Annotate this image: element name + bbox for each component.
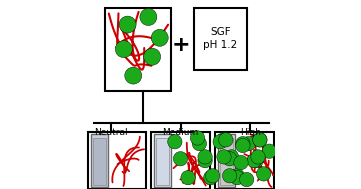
Circle shape (236, 136, 250, 151)
Circle shape (198, 153, 212, 168)
Circle shape (236, 138, 250, 153)
Circle shape (192, 136, 206, 151)
Circle shape (224, 150, 239, 164)
Circle shape (173, 152, 188, 166)
Circle shape (217, 133, 231, 147)
Bar (216, 132, 274, 189)
Bar (156, 138, 169, 185)
Circle shape (213, 135, 227, 149)
Circle shape (222, 169, 237, 183)
Circle shape (247, 153, 261, 168)
Circle shape (253, 133, 267, 147)
Circle shape (140, 9, 157, 26)
Circle shape (230, 170, 244, 185)
Circle shape (181, 170, 195, 185)
Circle shape (119, 16, 136, 33)
Circle shape (205, 169, 220, 183)
Circle shape (230, 169, 244, 183)
Circle shape (144, 48, 161, 65)
Circle shape (115, 41, 132, 58)
Bar (220, 138, 233, 185)
Text: SGF
pH 1.2: SGF pH 1.2 (203, 27, 237, 50)
Bar (91, 134, 108, 187)
Circle shape (253, 133, 267, 147)
Bar (218, 134, 235, 187)
Text: Medium: Medium (162, 128, 199, 137)
Text: Neutral: Neutral (94, 128, 127, 137)
Text: High: High (240, 128, 261, 137)
Circle shape (222, 152, 237, 166)
Circle shape (249, 153, 263, 168)
Text: +: + (171, 35, 190, 55)
Bar (154, 134, 171, 187)
Circle shape (204, 170, 218, 185)
Circle shape (219, 133, 233, 147)
Circle shape (242, 136, 256, 151)
Circle shape (217, 150, 231, 164)
Circle shape (256, 167, 271, 181)
Circle shape (168, 135, 182, 149)
Circle shape (151, 29, 168, 46)
Bar (93, 138, 106, 185)
Circle shape (125, 67, 142, 84)
Circle shape (198, 150, 212, 164)
Circle shape (239, 172, 254, 187)
Bar (88, 132, 147, 189)
Bar (105, 8, 171, 91)
Circle shape (262, 144, 277, 158)
Circle shape (251, 150, 265, 164)
Bar (151, 132, 210, 189)
Circle shape (190, 131, 205, 145)
Circle shape (234, 155, 248, 170)
Bar (194, 8, 247, 70)
